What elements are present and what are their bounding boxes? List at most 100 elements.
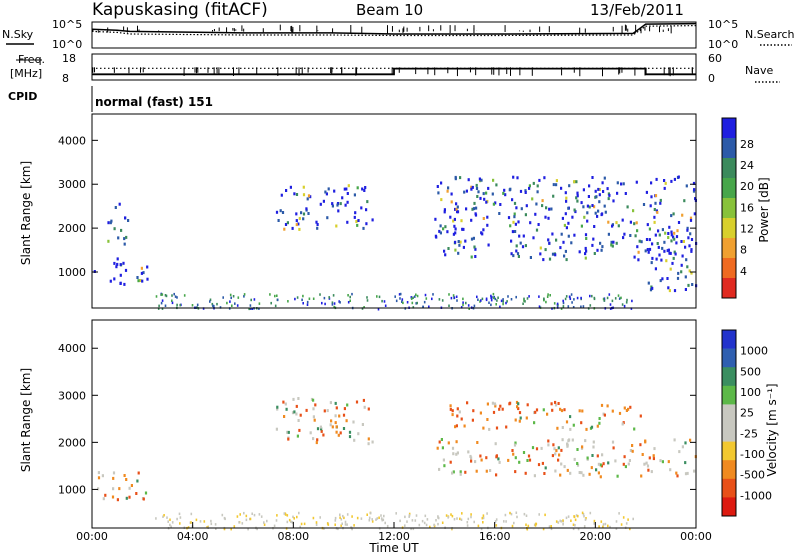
heatmap-cell [601,453,604,457]
heatmap-cell [532,236,535,240]
heatmap-cell [465,189,468,193]
heatmap-cell [306,197,309,201]
heatmap-cell [689,218,693,222]
heatmap-cell [226,301,228,305]
heatmap-cell [636,245,639,249]
heatmap-cell [371,218,374,222]
heatmap-cell [315,441,318,445]
heatmap-cell [535,522,537,526]
heatmap-cell [575,180,578,184]
heatmap-cell [223,516,226,520]
heatmap-cell [412,527,415,531]
heatmap-cell [410,296,413,299]
heatmap-cell [343,516,345,520]
heatmap-cell [580,224,583,228]
heatmap-cell [621,303,624,306]
heatmap-cell [334,516,337,520]
heatmap-cell [533,421,536,425]
heatmap-cell [354,211,357,215]
heatmap-cell [687,283,690,287]
heatmap-cell [455,440,458,444]
heatmap-cell [618,411,622,415]
heatmap-cell [171,301,174,305]
heatmap-cell [275,210,279,214]
heatmap-cell [455,424,458,428]
heatmap-cell [355,220,358,223]
heatmap-cell [593,522,595,525]
heatmap-cell [566,443,569,447]
heatmap-cell [567,221,570,225]
heatmap-cell [460,518,463,521]
heatmap-cell [347,184,350,188]
heatmap-cell [286,520,289,524]
heatmap-cell [663,186,666,190]
heatmap-cell [610,240,613,244]
heatmap-cell [602,412,605,416]
heatmap-cell [472,207,476,211]
heatmap-cell [162,515,164,518]
heatmap-cell [480,231,483,235]
heatmap-cell [341,196,344,200]
heatmap-cell [555,449,558,453]
heatmap-cell [507,458,510,462]
velocity-ylabel: Slant Range [km] [19,368,33,472]
heatmap-cell [336,202,340,205]
heatmap-cell [544,513,546,517]
heatmap-cell [573,208,576,212]
heatmap-cell [296,434,299,438]
heatmap-cell [510,298,513,301]
heatmap-cell [276,514,278,517]
heatmap-cell [565,420,569,424]
heatmap-cell [290,520,292,523]
heatmap-cell [349,299,351,302]
heatmap-cell [173,292,175,296]
heatmap-cell [542,258,545,262]
heatmap-cell [146,277,149,281]
heatmap-cell [266,519,268,523]
heatmap-cell [607,220,610,224]
heatmap-cell [335,406,338,410]
heatmap-cell [611,244,614,248]
heatmap-cell [456,210,460,214]
heatmap-cell [689,438,692,442]
heatmap-cell [513,212,516,216]
heatmap-cell [320,427,323,431]
heatmap-cell [472,409,475,413]
heatmap-cell [641,453,644,456]
heatmap-cell [356,223,359,227]
heatmap-cell [497,296,499,299]
noise-left-tick-bottom: 10^0 [52,38,82,51]
heatmap-cell [514,456,517,460]
heatmap-cell [561,426,564,429]
heatmap-cell [236,515,239,518]
heatmap-cell [570,519,572,522]
heatmap-cell [596,214,599,218]
colorbar-tick-label: 12 [740,222,754,235]
freq-lines [92,67,696,77]
heatmap-cell [666,277,669,280]
heatmap-cell [238,521,240,524]
heatmap-cell [297,419,300,422]
heatmap-cell [492,202,495,206]
heatmap-cell [286,514,289,517]
heatmap-cell [495,303,497,306]
heatmap-cell [564,297,567,301]
heatmap-cell [535,228,539,232]
heatmap-cell [563,408,566,412]
heatmap-cell [363,189,366,192]
heatmap-cell [421,519,424,523]
y-tick-label: 1000 [58,483,86,496]
heatmap-cell [653,208,656,211]
heatmap-cell [339,516,341,519]
freq-right-tick-top: 60 [708,52,722,65]
colorbar-swatch [722,330,736,349]
heatmap-cell [594,211,597,215]
heatmap-cell [690,249,693,253]
heatmap-cell [342,514,344,518]
heatmap-cell [119,263,122,267]
heatmap-cell [625,522,628,525]
heatmap-cell [542,527,545,531]
heatmap-cell [673,231,676,235]
velocity-heatmap [97,397,697,531]
heatmap-cell [294,297,296,301]
